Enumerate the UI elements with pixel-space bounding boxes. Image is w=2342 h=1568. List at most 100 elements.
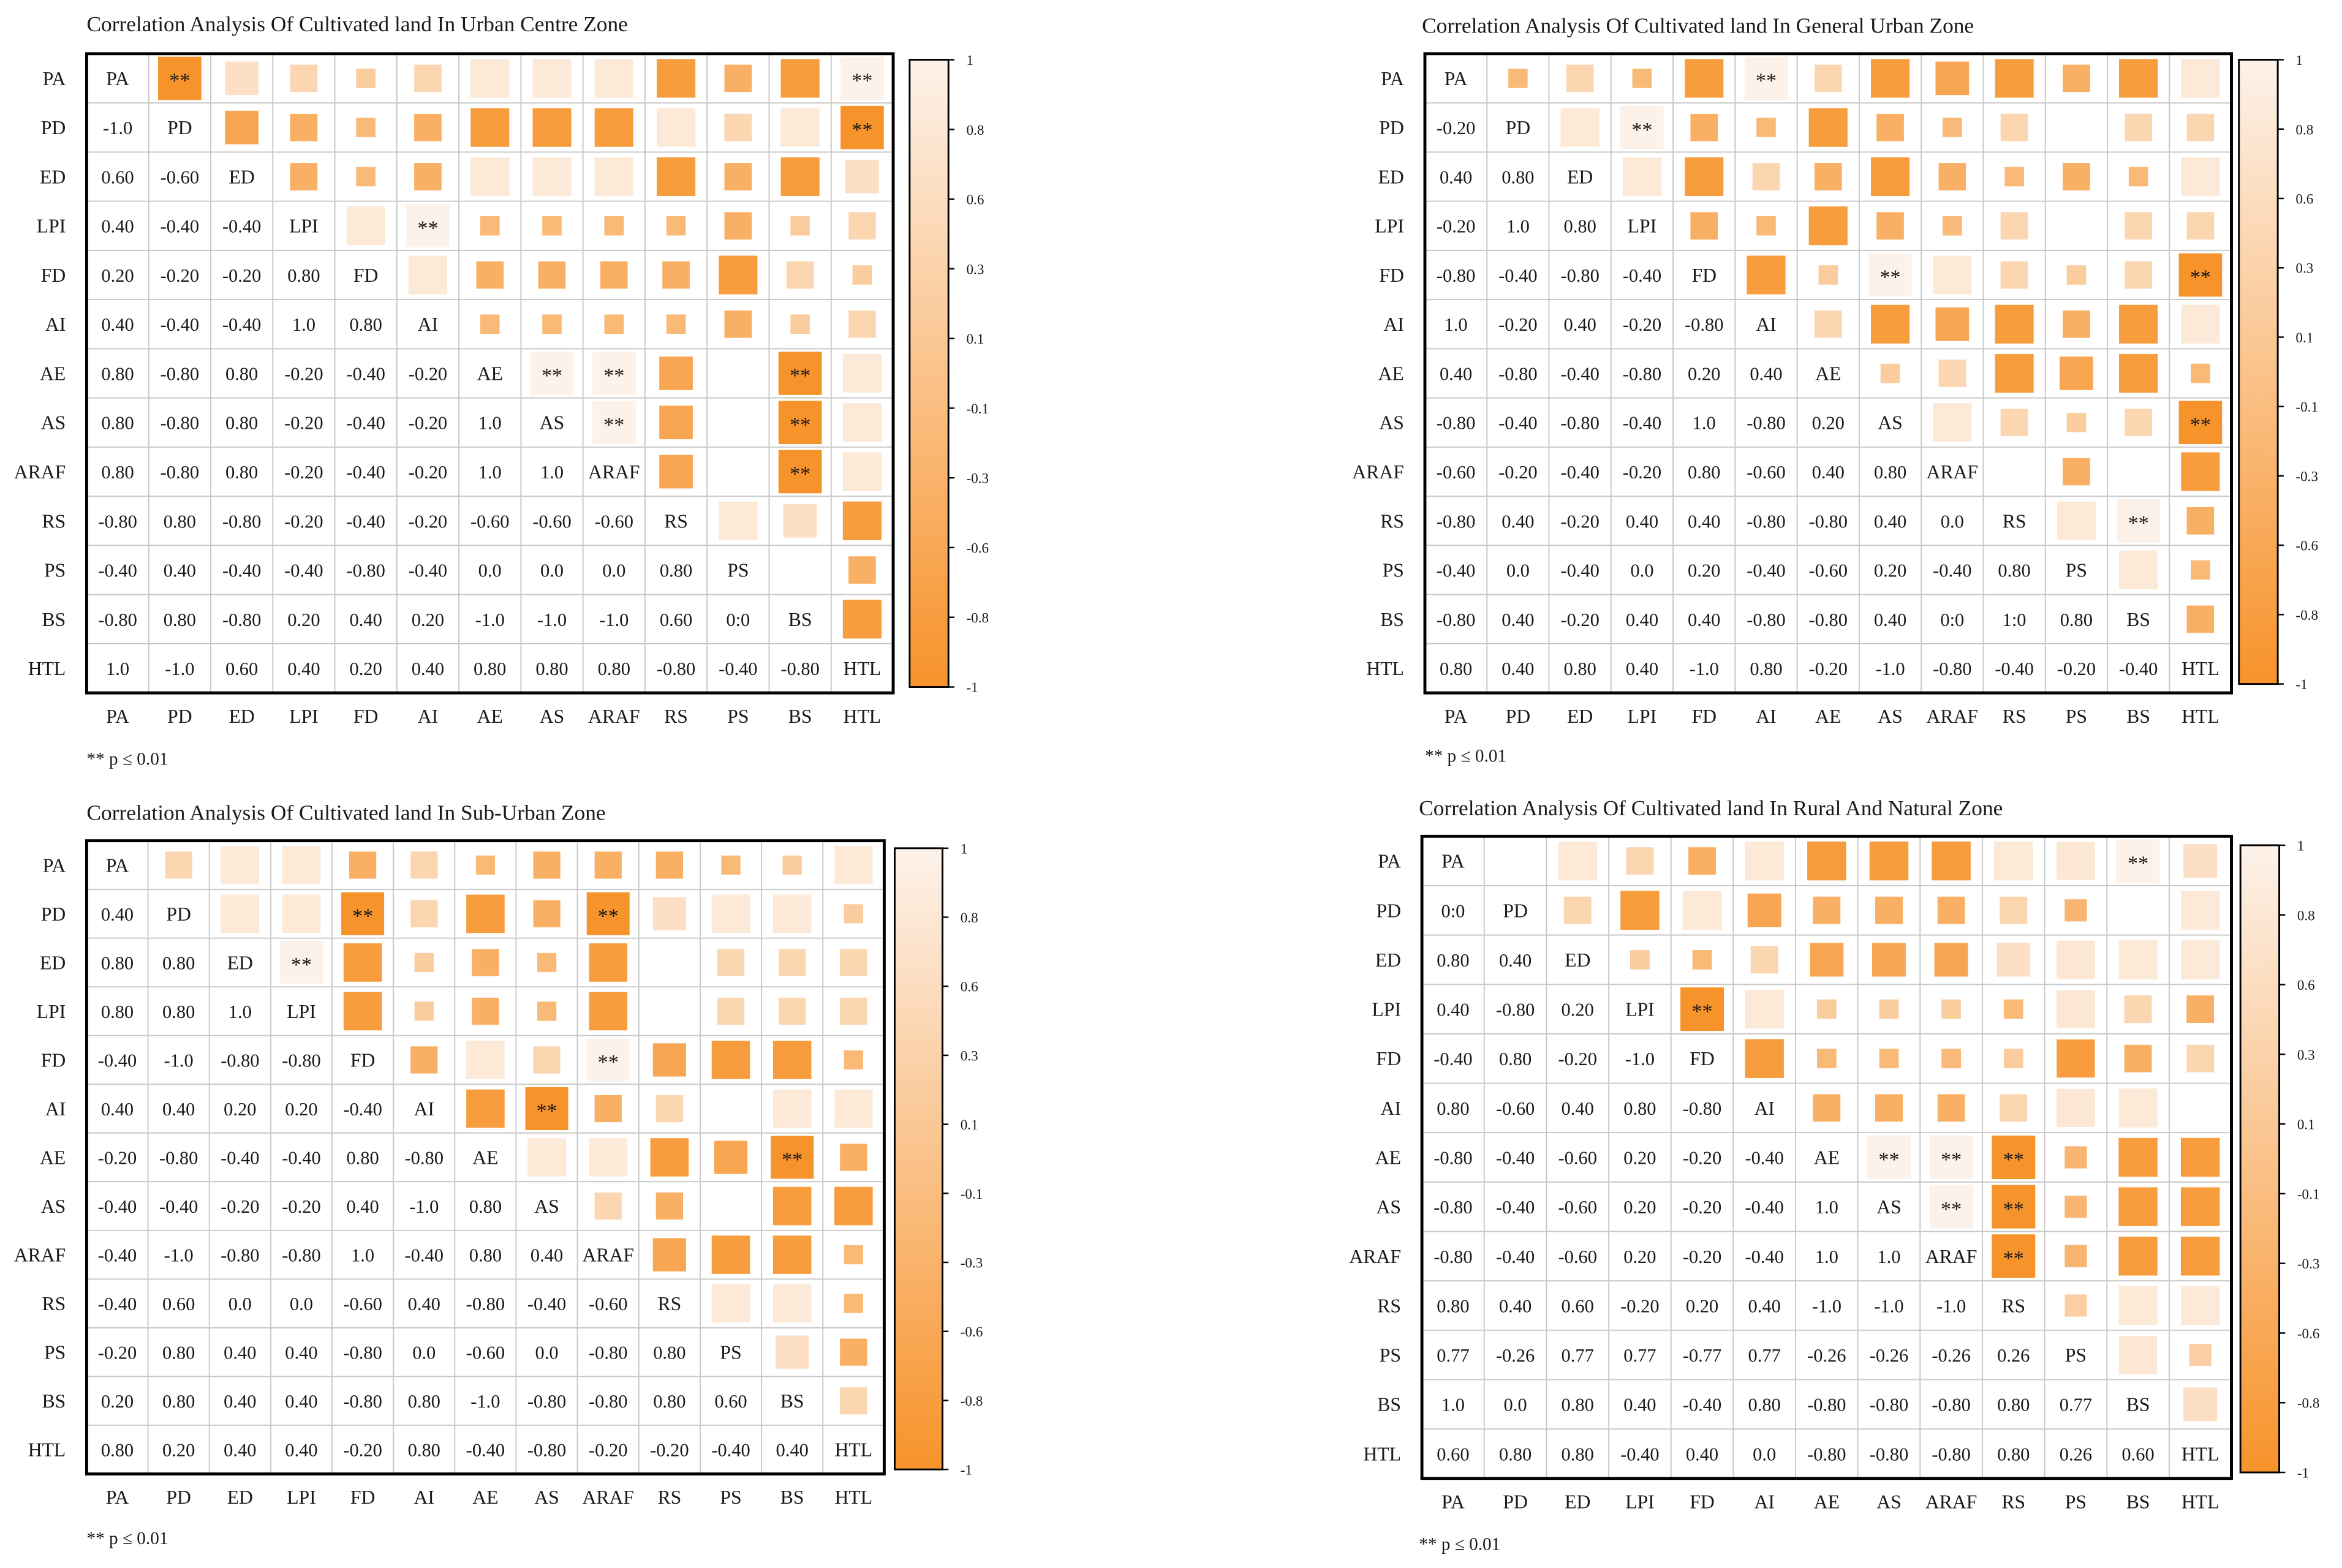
column-label: RS	[2003, 706, 2027, 727]
row-label: ED	[40, 166, 66, 187]
row-label: ED	[1378, 166, 1404, 187]
correlation-value: 0.40	[1623, 1395, 1656, 1415]
correlation-value: 0.40	[1437, 1000, 1469, 1020]
row-label: PS	[44, 1342, 66, 1363]
colorbar-tick-label: -0.6	[2297, 1326, 2320, 1342]
correlation-square	[2057, 1088, 2095, 1128]
correlation-value: 0.80	[1623, 1098, 1656, 1119]
column-label: PA	[106, 1487, 129, 1508]
correlation-square	[466, 1041, 505, 1079]
correlation-square	[1744, 56, 1788, 100]
correlation-value: 0.80	[469, 1245, 502, 1266]
correlation-square	[1563, 896, 1592, 924]
correlation-square	[2118, 940, 2158, 979]
colorbar-tick-label: -1	[2295, 677, 2307, 693]
correlation-square	[1682, 891, 1722, 930]
correlation-square	[652, 1238, 686, 1272]
correlation-value: 0.77	[1748, 1345, 1781, 1366]
correlation-square	[840, 997, 867, 1025]
correlation-value: -0.20	[161, 265, 199, 286]
diagonal-label: PS	[2065, 1344, 2087, 1366]
correlation-value: 0.80	[653, 1391, 686, 1412]
correlation-value: -0.26	[1496, 1345, 1535, 1366]
correlation-value: -0.80	[1683, 1098, 1721, 1119]
correlation-value: -0.80	[1807, 1395, 1846, 1415]
correlation-value: 1.0	[1441, 1395, 1465, 1415]
correlation-square	[356, 118, 376, 137]
correlation-value: -1.0	[475, 609, 505, 630]
correlation-value: -0.20	[284, 462, 323, 483]
heatmap-panel-4: Correlation Analysis Of Cultivated land …	[1349, 796, 2319, 1555]
correlation-value: -0.80	[1747, 609, 1785, 630]
row-label: AI	[45, 314, 66, 335]
correlation-square	[1692, 950, 1712, 970]
column-label: RS	[664, 706, 688, 727]
colorbar-tick-label: -0.1	[2295, 399, 2318, 415]
correlation-square	[2117, 499, 2160, 543]
correlation-value: 0.40	[1874, 609, 1906, 630]
correlation-value: -0.60	[1437, 462, 1475, 483]
correlation-square	[225, 61, 259, 96]
correlation-value: -0.80	[1560, 265, 1599, 286]
correlation-value: -0.80	[780, 658, 819, 679]
correlation-square	[343, 943, 382, 982]
correlation-square	[711, 1041, 750, 1079]
colorbar-tick-label: 0.3	[961, 1048, 978, 1064]
correlation-value: -0.40	[221, 1147, 259, 1168]
column-label: AI	[1754, 1491, 1774, 1512]
diagonal-label: BS	[2126, 1394, 2150, 1415]
correlation-value: 0.80	[469, 1196, 502, 1217]
diagonal-label: ED	[1567, 166, 1593, 187]
correlation-square	[2063, 64, 2090, 92]
correlation-square	[406, 204, 450, 248]
correlation-square	[2003, 1049, 2023, 1069]
correlation-square	[2181, 304, 2220, 344]
correlation-square	[1879, 1049, 1899, 1069]
correlation-square	[2178, 401, 2223, 445]
correlation-value: -0.40	[1745, 1246, 1783, 1267]
correlation-value: 0.40	[1750, 363, 1782, 384]
correlation-value: -0.40	[1496, 1147, 1535, 1168]
correlation-square	[652, 897, 686, 931]
correlation-value: -0.80	[1434, 1197, 1472, 1218]
correlation-value: -0.80	[282, 1050, 320, 1071]
correlation-value: -0.80	[589, 1343, 627, 1363]
correlation-square	[666, 216, 686, 236]
correlation-square	[1995, 59, 2034, 98]
diagonal-label: ARAF	[582, 1245, 634, 1266]
column-label: AE	[472, 1487, 498, 1508]
correlation-value: -0.40	[98, 1196, 137, 1217]
correlation-value: -0.80	[346, 560, 385, 581]
correlation-value: 0.80	[350, 314, 382, 335]
correlation-value: -0.40	[711, 1440, 750, 1461]
diagonal-label: AI	[418, 314, 438, 335]
correlation-square	[1688, 847, 1716, 875]
row-label: HTL	[1366, 658, 1404, 679]
correlation-square	[842, 600, 882, 639]
significance-marker: **	[790, 364, 810, 387]
correlation-value: 0.80	[1499, 1049, 1532, 1069]
colorbar-tick-label: 0.8	[961, 910, 978, 926]
colorbar-tick-label: 0.1	[2295, 330, 2313, 346]
colorbar-tick-label: -0.3	[2295, 469, 2318, 484]
colorbar-tick-label: -0.8	[966, 610, 989, 626]
correlation-value: 0.80	[1874, 462, 1906, 483]
correlation-square	[848, 212, 876, 240]
correlation-value: -0.40	[1623, 265, 1661, 286]
heatmap-frame	[1420, 834, 2233, 1480]
row-label: RS	[42, 1293, 66, 1314]
correlation-square	[533, 851, 561, 879]
row-label: AI	[1383, 314, 1403, 335]
correlation-value: -0.60	[595, 511, 633, 532]
significance-marker: **	[852, 70, 872, 92]
correlation-square	[1747, 255, 1786, 295]
correlation-value: 0.40	[1440, 167, 1472, 187]
significance-note: ** p ≤ 0.01	[86, 749, 168, 769]
correlation-square	[842, 501, 882, 540]
significance-marker: **	[1756, 70, 1777, 92]
correlation-value: -0.20	[409, 511, 447, 532]
colorbar-tick-label: -0.3	[966, 471, 989, 487]
correlation-value: 0.80	[101, 413, 134, 434]
significance-marker: **	[1879, 266, 1900, 289]
correlation-square	[414, 952, 434, 973]
